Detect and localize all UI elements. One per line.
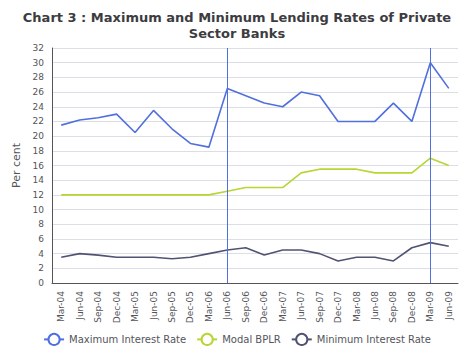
svg-text:Jun-05: Jun-05: [149, 291, 159, 321]
svg-text:18: 18: [33, 146, 45, 156]
svg-text:30: 30: [33, 58, 45, 68]
svg-text:28: 28: [33, 72, 45, 82]
svg-text:2: 2: [38, 263, 44, 273]
svg-text:Sep-05: Sep-05: [167, 291, 177, 323]
svg-text:Sep-04: Sep-04: [93, 291, 103, 323]
svg-text:Mar-06: Mar-06: [204, 291, 214, 322]
svg-text:32: 32: [33, 43, 44, 53]
svg-text:Sep-06: Sep-06: [241, 291, 251, 323]
svg-text:Jun-09: Jun-09: [444, 291, 454, 321]
svg-text:Sep-07: Sep-07: [315, 291, 325, 323]
svg-text:Dec-08: Dec-08: [407, 291, 417, 323]
svg-text:24: 24: [33, 102, 45, 112]
svg-text:Jun-06: Jun-06: [222, 291, 232, 321]
svg-text:20: 20: [33, 131, 45, 141]
svg-text:26: 26: [33, 87, 45, 97]
svg-text:Minimum Interest Rate: Minimum Interest Rate: [317, 334, 431, 345]
svg-text:Maximum Interest Rate: Maximum Interest Rate: [69, 334, 186, 345]
svg-text:Jun-07: Jun-07: [296, 291, 306, 321]
svg-text:12: 12: [33, 190, 44, 200]
svg-text:Jun-04: Jun-04: [75, 291, 85, 321]
svg-text:10: 10: [33, 205, 45, 215]
svg-text:0: 0: [38, 278, 44, 288]
svg-text:Dec-07: Dec-07: [333, 291, 343, 323]
svg-text:Dec-06: Dec-06: [259, 291, 269, 323]
svg-text:6: 6: [38, 234, 44, 244]
svg-text:Mar-04: Mar-04: [56, 291, 66, 322]
svg-text:Mar-07: Mar-07: [278, 291, 288, 322]
svg-text:Dec-04: Dec-04: [112, 291, 122, 323]
svg-text:Sector Banks: Sector Banks: [189, 26, 286, 41]
svg-text:16: 16: [33, 161, 45, 171]
svg-text:4: 4: [38, 249, 44, 259]
svg-text:Dec-05: Dec-05: [185, 291, 195, 323]
svg-text:8: 8: [38, 219, 44, 229]
svg-text:Per cent: Per cent: [10, 142, 23, 188]
svg-text:Mar-05: Mar-05: [130, 291, 140, 322]
svg-text:Jun-08: Jun-08: [370, 291, 380, 321]
svg-text:Mar-08: Mar-08: [352, 291, 362, 322]
svg-text:22: 22: [33, 116, 44, 126]
svg-text:Sep-08: Sep-08: [388, 291, 398, 323]
svg-text:Chart 3 : Maximum and Minimum: Chart 3 : Maximum and Minimum Lending Ra…: [23, 10, 452, 25]
svg-text:Mar-09: Mar-09: [425, 291, 435, 322]
svg-text:Modal BPLR: Modal BPLR: [222, 334, 281, 345]
svg-text:14: 14: [33, 175, 45, 185]
